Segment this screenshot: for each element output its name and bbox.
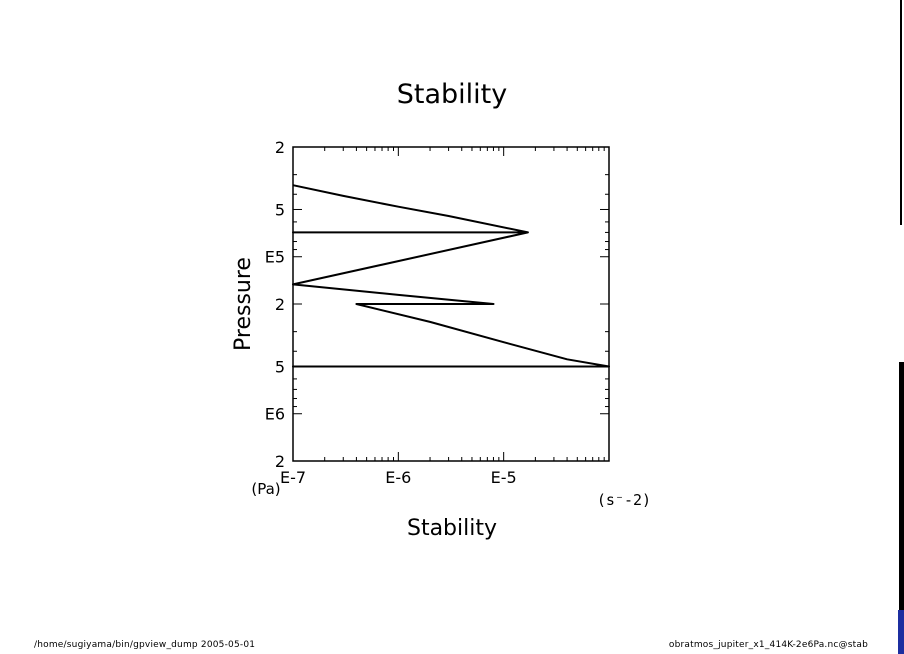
x-tick-label: E-6: [385, 468, 411, 487]
y-tick-label: 5: [275, 357, 285, 376]
x-axis-label: Stability: [407, 516, 497, 541]
window-edge: [900, 0, 902, 225]
footer-variable-name: obratmos_jupiter_x1_414K-2e6Pa.nc@stab: [668, 640, 868, 650]
footer-file-path: /home/sugiyama/bin/gpview_dump 2005-05-0…: [34, 640, 256, 650]
y-tick-label: 2: [275, 138, 285, 157]
y-axis-unit: (Pa): [251, 480, 280, 498]
y-tick-label: 2: [275, 452, 285, 471]
window-edge-accent: [898, 610, 904, 654]
x-tick-label: E-7: [280, 468, 306, 487]
x-tick-label: E-5: [491, 468, 517, 487]
chart-title: Stability: [397, 79, 508, 110]
y-tick-label: E6: [265, 405, 285, 424]
series-group: [292, 184, 610, 368]
y-tick-label: 2: [275, 295, 285, 314]
stability-profile-line: [292, 184, 610, 368]
window-edge-lower: [899, 362, 904, 654]
y-tick-label: 5: [275, 200, 285, 219]
axis-ticks: E-7 E-6 E-5 2 5 E5 2 5 E6 2: [265, 138, 609, 487]
x-axis-unit: (s⁻-2): [597, 491, 651, 509]
y-tick-label: E5: [265, 248, 285, 267]
y-axis-label: Pressure: [231, 257, 256, 351]
